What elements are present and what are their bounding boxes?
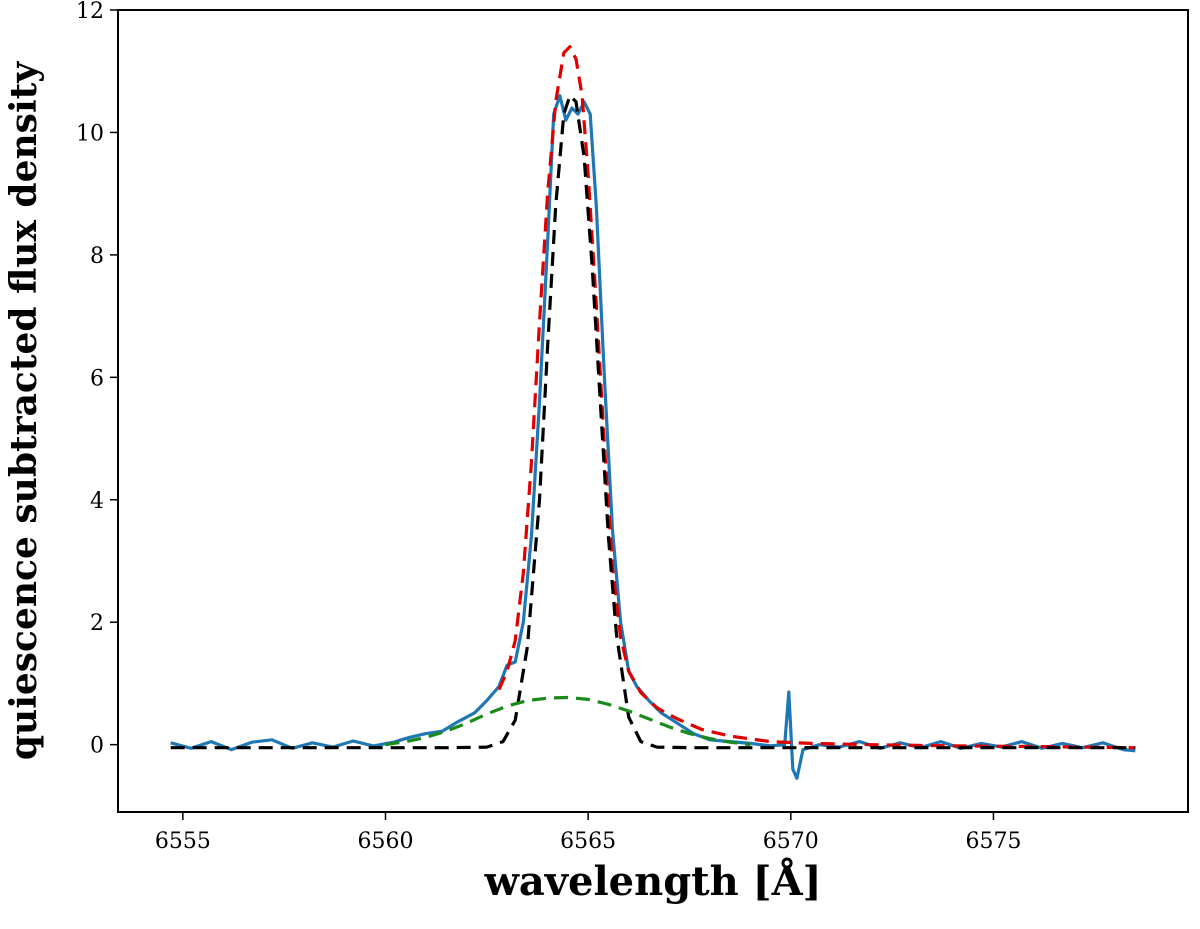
axis-ticks: 6555 6560 6565 6570 6575 0 2 4 6 8 10 12 [76,0,1021,854]
total-fit-line [497,45,1136,750]
y-tick-label: 0 [90,734,104,759]
y-tick-label: 6 [90,366,104,391]
y-tick-label: 12 [76,0,104,24]
y-axis-label: quiescence subtracted flux density [3,61,45,760]
y-tick-label: 10 [76,121,104,146]
x-tick-label: 6555 [155,829,211,854]
y-tick-label: 2 [90,611,104,636]
x-tick-label: 6570 [763,829,819,854]
x-tick-label: 6565 [560,829,616,854]
narrow-component-line [170,94,1136,750]
broad-component-line [385,695,751,747]
x-tick-label: 6575 [965,829,1021,854]
x-axis-label: wavelength [Å] [483,858,821,905]
plot-frame [117,9,1189,813]
y-tick-label: 4 [90,489,104,514]
y-tick-label: 8 [90,244,104,269]
observed-spectrum-line [170,94,1136,780]
series-lines [170,45,1136,780]
x-tick-label: 6560 [358,829,414,854]
